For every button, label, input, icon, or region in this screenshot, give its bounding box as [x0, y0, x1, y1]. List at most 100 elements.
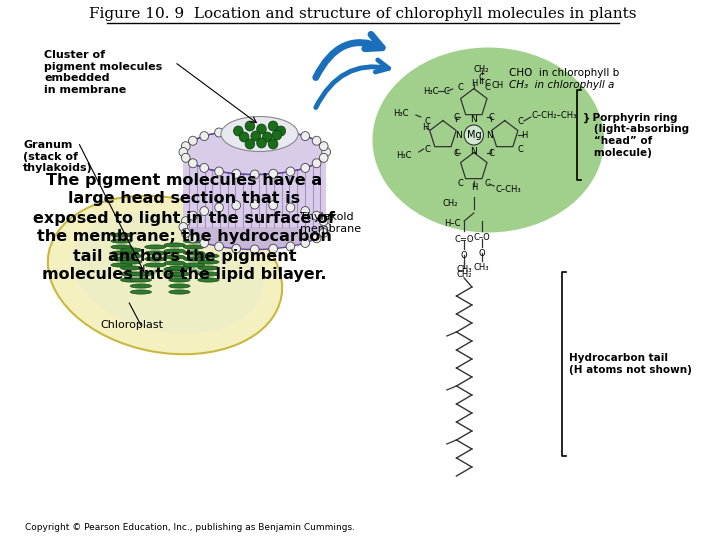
Circle shape [179, 222, 188, 232]
FancyArrowPatch shape [316, 60, 389, 107]
Circle shape [256, 138, 266, 148]
Ellipse shape [164, 249, 185, 253]
Text: CH₃: CH₃ [474, 263, 490, 272]
Ellipse shape [145, 245, 166, 249]
Circle shape [189, 211, 197, 220]
Ellipse shape [198, 266, 219, 270]
Text: Chloroplast: Chloroplast [100, 320, 163, 330]
Circle shape [269, 121, 278, 131]
Circle shape [269, 244, 277, 253]
Text: C: C [485, 179, 490, 187]
Circle shape [312, 211, 321, 220]
Text: H₃C: H₃C [397, 151, 412, 159]
Circle shape [232, 201, 240, 210]
Text: H: H [471, 183, 477, 192]
Text: Copyright © Pearson Education, Inc., publishing as Benjamin Cummings.: Copyright © Pearson Education, Inc., pub… [25, 523, 355, 532]
Text: C–O: C–O [473, 233, 490, 242]
Circle shape [312, 234, 321, 243]
Text: N: N [486, 131, 492, 139]
Ellipse shape [120, 278, 142, 282]
Ellipse shape [120, 266, 142, 270]
Circle shape [179, 147, 188, 157]
Ellipse shape [111, 251, 132, 255]
Ellipse shape [184, 251, 204, 255]
Text: H: H [423, 123, 428, 132]
Text: CH₂: CH₂ [443, 199, 459, 207]
Text: C–CH₂–CH₃: C–CH₂–CH₃ [532, 111, 577, 119]
Ellipse shape [120, 272, 142, 276]
Circle shape [181, 141, 190, 151]
Circle shape [269, 126, 277, 135]
Ellipse shape [372, 48, 604, 233]
Ellipse shape [221, 117, 298, 152]
Circle shape [251, 170, 259, 179]
Text: C: C [517, 145, 523, 153]
Circle shape [301, 238, 310, 247]
Text: O: O [461, 251, 467, 260]
Text: N: N [455, 131, 462, 139]
FancyBboxPatch shape [184, 147, 326, 227]
Text: H₃C: H₃C [423, 86, 439, 96]
Circle shape [239, 132, 249, 142]
Circle shape [269, 139, 278, 149]
Text: } Porphyrin ring
   (light-absorbing
   “head” of
   molecule): } Porphyrin ring (light-absorbing “head”… [583, 112, 689, 158]
Ellipse shape [130, 278, 151, 282]
Text: Cluster of
pigment molecules
embedded
in membrane: Cluster of pigment molecules embedded in… [45, 50, 163, 95]
Circle shape [232, 169, 240, 178]
Circle shape [251, 125, 259, 134]
Text: CHO  in chlorophyll b: CHO in chlorophyll b [508, 68, 618, 78]
Text: C: C [488, 112, 494, 122]
Circle shape [320, 141, 328, 151]
Text: N: N [470, 146, 477, 156]
Circle shape [301, 207, 310, 215]
Text: C: C [485, 83, 490, 91]
Text: C: C [444, 86, 450, 96]
Text: molecules into the lipid bilayer.: molecules into the lipid bilayer. [42, 267, 327, 282]
Circle shape [276, 126, 286, 136]
Ellipse shape [184, 205, 326, 249]
Circle shape [215, 128, 223, 137]
Ellipse shape [145, 251, 166, 255]
Text: The pigment molecules have a: The pigment molecules have a [46, 172, 323, 187]
Circle shape [233, 126, 243, 136]
Circle shape [189, 159, 197, 168]
Circle shape [286, 128, 294, 137]
Circle shape [272, 130, 282, 140]
Circle shape [215, 242, 223, 251]
Text: N: N [470, 114, 477, 124]
Ellipse shape [198, 272, 219, 276]
Ellipse shape [120, 260, 142, 264]
Ellipse shape [72, 211, 264, 334]
Circle shape [251, 245, 259, 254]
Ellipse shape [184, 263, 204, 267]
Text: C: C [454, 112, 459, 122]
Circle shape [189, 234, 197, 243]
Text: Granum
(stack of
thylakoids): Granum (stack of thylakoids) [23, 140, 93, 173]
Circle shape [215, 167, 223, 176]
Text: C: C [517, 117, 523, 125]
Ellipse shape [145, 257, 166, 261]
Circle shape [200, 132, 209, 140]
Text: Hydrocarbon tail
(H atoms not shown): Hydrocarbon tail (H atoms not shown) [570, 353, 692, 375]
Text: Thylakold
membrane: Thylakold membrane [300, 212, 361, 234]
Circle shape [286, 203, 294, 212]
Text: CH₂: CH₂ [456, 270, 472, 279]
Circle shape [464, 125, 483, 145]
Text: tail anchors the pigment: tail anchors the pigment [73, 248, 296, 264]
Text: C: C [425, 117, 431, 125]
Circle shape [181, 153, 190, 163]
Ellipse shape [130, 272, 151, 276]
Ellipse shape [145, 263, 166, 267]
Ellipse shape [164, 261, 185, 265]
Circle shape [320, 228, 328, 237]
Circle shape [286, 167, 294, 176]
Text: exposed to light in the surface of: exposed to light in the surface of [33, 211, 336, 226]
Text: C=O: C=O [454, 235, 474, 244]
Ellipse shape [198, 278, 219, 282]
Ellipse shape [168, 272, 190, 276]
Circle shape [263, 132, 272, 142]
Ellipse shape [168, 266, 190, 270]
Text: C: C [479, 72, 485, 82]
Ellipse shape [164, 255, 185, 259]
Text: C: C [425, 145, 431, 153]
